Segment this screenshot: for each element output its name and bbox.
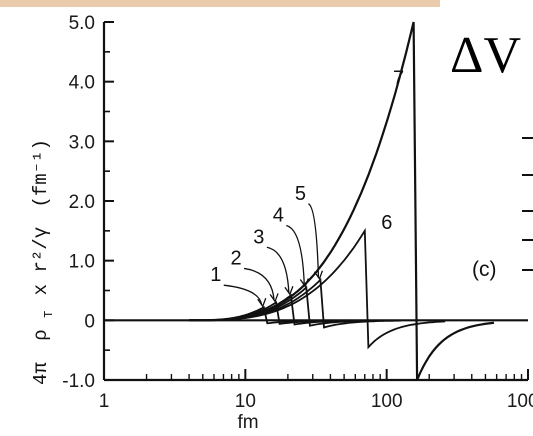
curve-7	[189, 21, 495, 381]
curve-leader-4	[286, 224, 305, 286]
curve-label-4: 4	[273, 205, 284, 227]
curve-label-6: 6	[381, 212, 392, 234]
curve-label-2: 2	[231, 247, 242, 269]
delta-v-label: ΔV	[450, 27, 521, 84]
y-axis-title: 4π ρ T x r²/γ (fm⁻¹)	[30, 139, 58, 385]
y-tick-label-2: 3.0	[69, 132, 95, 153]
y-axis-title-rho: ρ	[30, 329, 52, 340]
y-axis-title-prefix: 4π	[30, 362, 52, 385]
curve-label-3: 3	[253, 226, 264, 248]
svg-text:4π ρ T: 4π ρ T x r²/γ (fm⁻¹)	[30, 139, 58, 385]
curve-leader-2	[243, 267, 275, 301]
curve-arrowhead-3	[284, 286, 294, 296]
x-tick-label-0: 1	[99, 391, 110, 412]
y-tick-label-5: 0	[84, 311, 95, 332]
y-tick-label-6: -1.0	[62, 371, 95, 392]
x-tick-label-3: 1000	[507, 391, 533, 412]
ticks: 5.04.03.02.01.00-1.01101001000	[62, 13, 533, 412]
y-axis-title-rho-sub: T	[42, 311, 56, 318]
y-axis-title-unit: (fm⁻¹)	[30, 139, 52, 207]
curve-leader-5	[308, 203, 320, 278]
y-tick-label-0: 5.0	[69, 13, 95, 34]
y-tick-label-3: 2.0	[69, 192, 95, 213]
curve-leader-1	[223, 284, 263, 306]
x-tick-label-1: 10	[235, 391, 256, 412]
curve-arrowhead-5	[313, 270, 324, 281]
x-axis-title: fm	[237, 412, 258, 433]
right-axis-ticks	[522, 137, 533, 271]
y-tick-label-1: 4.0	[69, 73, 95, 94]
curve-arrowhead-2	[269, 293, 279, 303]
curve-label-1: 1	[210, 264, 221, 286]
y-tick-label-4: 1.0	[69, 252, 95, 273]
scan-edge	[0, 0, 440, 7]
curve-arrowhead-1	[257, 297, 267, 308]
x-tick-label-2: 100	[371, 391, 403, 412]
y-axis-title-rest: x r²/γ	[30, 227, 52, 295]
curve-arrowhead-4	[299, 278, 309, 288]
curves	[189, 21, 495, 381]
curve-label-5: 5	[295, 183, 306, 205]
panel-tag-c: (c)	[472, 258, 497, 281]
curve-leader-3	[266, 246, 290, 294]
curve-label-7: 7	[393, 68, 404, 90]
